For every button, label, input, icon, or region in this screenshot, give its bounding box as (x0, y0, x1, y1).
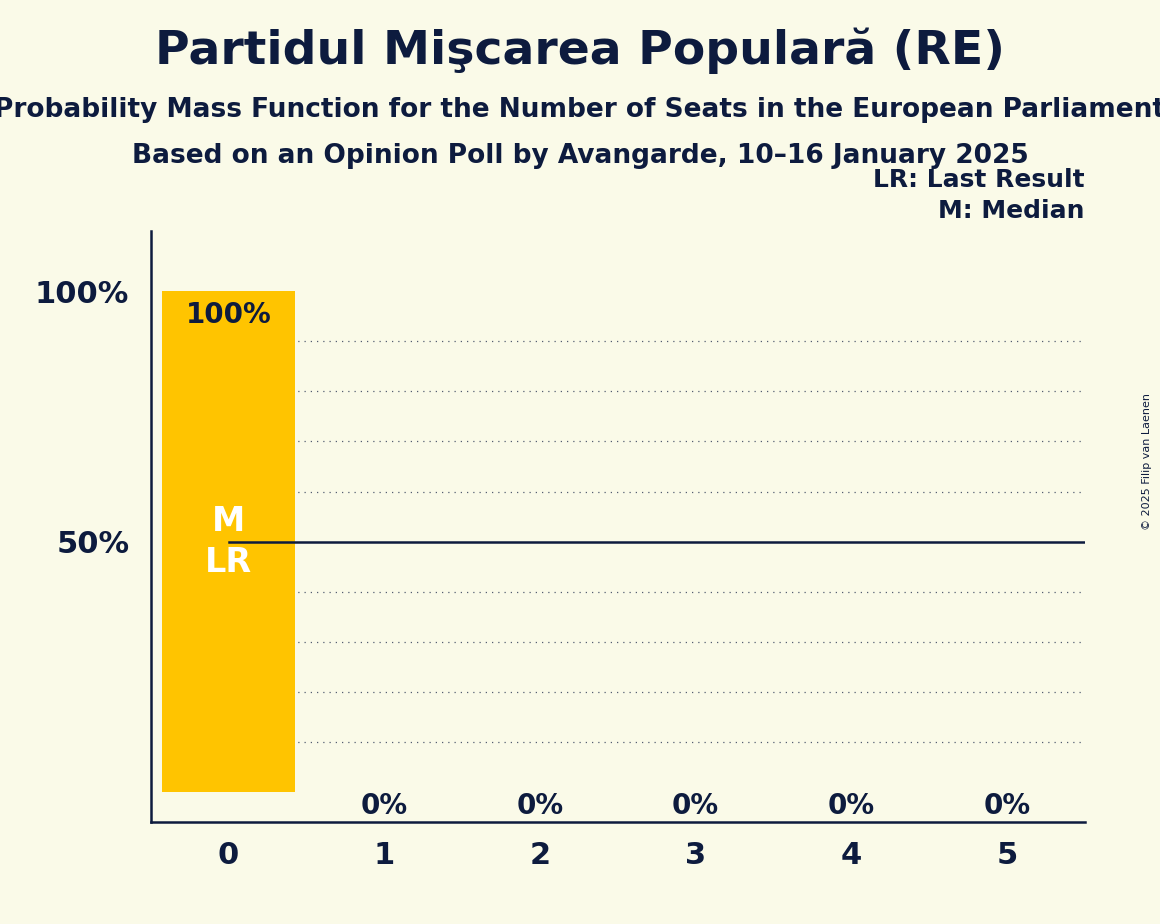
Text: 100%: 100% (186, 301, 271, 329)
Text: 0%: 0% (827, 792, 875, 820)
Text: Probability Mass Function for the Number of Seats in the European Parliament: Probability Mass Function for the Number… (0, 97, 1160, 123)
Text: M
LR: M LR (205, 505, 252, 578)
Bar (162, 291, 295, 792)
Text: Based on an Opinion Poll by Avangarde, 10–16 January 2025: Based on an Opinion Poll by Avangarde, 1… (131, 143, 1029, 169)
Text: 0%: 0% (672, 792, 719, 820)
Text: 0%: 0% (361, 792, 408, 820)
Text: LR: Last Result: LR: Last Result (873, 168, 1085, 192)
Text: Partidul Mişcarea Populară (RE): Partidul Mişcarea Populară (RE) (155, 28, 1005, 74)
Text: 0%: 0% (984, 792, 1030, 820)
Text: 0%: 0% (516, 792, 564, 820)
Text: M: Median: M: Median (938, 199, 1085, 223)
Text: © 2025 Filip van Laenen: © 2025 Filip van Laenen (1141, 394, 1152, 530)
